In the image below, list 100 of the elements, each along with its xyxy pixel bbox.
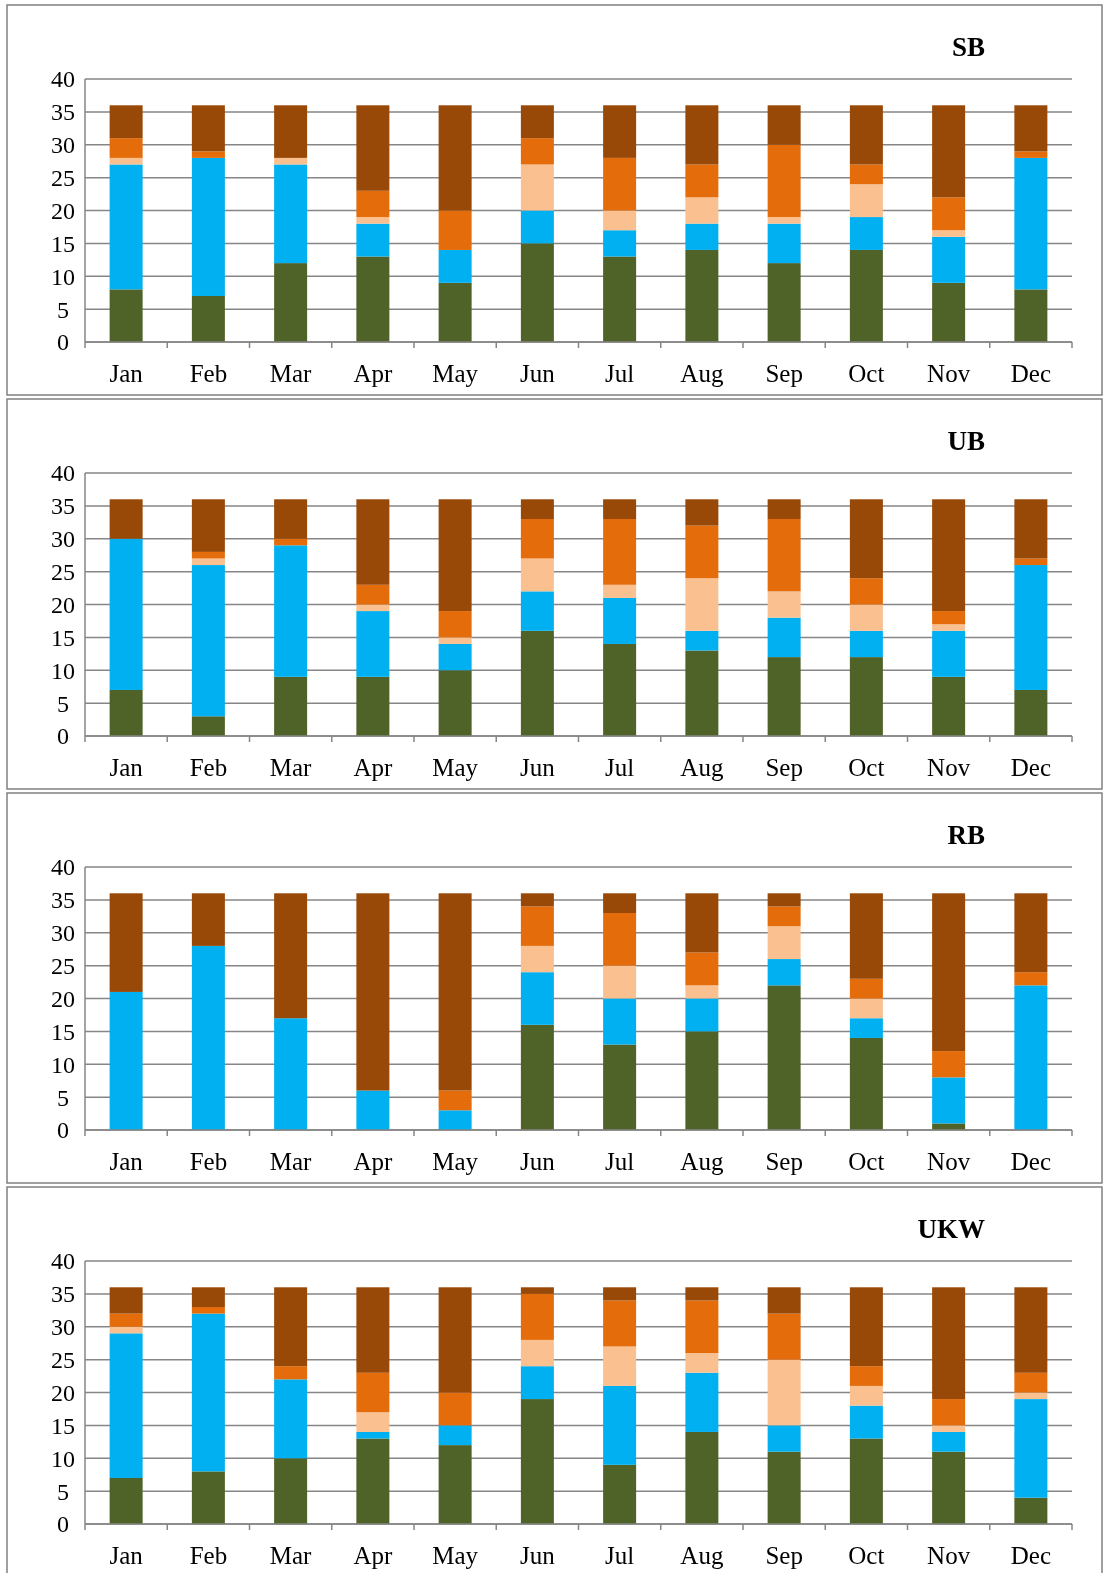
- bar: [520, 893, 554, 907]
- y-tick-label: 20: [51, 591, 75, 618]
- y-tick-label: 15: [51, 624, 75, 651]
- bar: [438, 210, 472, 250]
- y-tick-label: 20: [51, 985, 75, 1012]
- bar: [603, 1287, 637, 1301]
- bar: [849, 1405, 883, 1439]
- bar: [932, 1077, 966, 1124]
- bar: [932, 624, 966, 631]
- bar: [109, 1326, 143, 1334]
- bar: [356, 1372, 390, 1413]
- bar: [438, 1392, 472, 1426]
- bar: [849, 1018, 883, 1038]
- bar: [191, 499, 225, 552]
- x-tick-label: Jun: [520, 1542, 556, 1569]
- bar: [685, 1300, 719, 1354]
- y-tick-label: 35: [51, 1281, 75, 1308]
- bar: [849, 1366, 883, 1386]
- bar: [767, 959, 801, 986]
- bar: [603, 499, 637, 520]
- bar: [356, 105, 390, 191]
- x-tick-label: Aug: [680, 754, 724, 781]
- y-tick-label: 25: [51, 1347, 75, 1374]
- bar: [109, 499, 143, 539]
- bar: [767, 926, 801, 960]
- bar: [274, 545, 308, 677]
- bar: [274, 893, 308, 1019]
- bar: [520, 105, 554, 139]
- bar: [191, 945, 225, 1130]
- y-tick-label: 35: [51, 99, 75, 126]
- x-tick-label: Feb: [189, 360, 228, 387]
- bar: [109, 1287, 143, 1314]
- y-tick-label: 35: [51, 887, 75, 914]
- bar: [356, 190, 390, 218]
- bar: [849, 1037, 883, 1130]
- x-tick-label: Sep: [765, 360, 803, 387]
- bar: [274, 1366, 308, 1380]
- bar: [685, 105, 719, 165]
- bar: [685, 578, 719, 631]
- x-tick-label: Apr: [353, 1148, 393, 1175]
- bar: [603, 210, 637, 231]
- bar: [356, 256, 390, 342]
- x-tick-label: Jan: [109, 754, 144, 781]
- bar: [191, 1313, 225, 1472]
- bar: [685, 1031, 719, 1131]
- bar: [767, 217, 801, 224]
- bar: [438, 249, 472, 283]
- bar: [356, 1412, 390, 1432]
- bar: [767, 617, 801, 658]
- bar: [520, 591, 554, 631]
- y-tick-label: 15: [51, 230, 75, 257]
- bar: [603, 1300, 637, 1347]
- bar: [356, 499, 390, 585]
- chart-title: RB: [947, 820, 985, 850]
- bar: [685, 893, 719, 953]
- bar: [356, 604, 390, 612]
- y-tick-label: 5: [57, 690, 69, 717]
- bar: [932, 197, 966, 231]
- bar: [849, 657, 883, 736]
- bar: [685, 525, 719, 579]
- bar: [767, 985, 801, 1130]
- bar: [520, 1399, 554, 1524]
- x-tick-label: Nov: [927, 754, 971, 781]
- bar: [356, 676, 390, 736]
- bar: [1014, 1497, 1048, 1524]
- bar: [932, 676, 966, 736]
- bar: [932, 1451, 966, 1525]
- bar: [767, 105, 801, 145]
- bar: [109, 1313, 143, 1327]
- bar: [109, 1333, 143, 1478]
- bar: [109, 105, 143, 139]
- bar: [849, 499, 883, 579]
- bar: [274, 157, 308, 165]
- x-tick-label: May: [432, 360, 479, 387]
- x-tick-label: Mar: [269, 360, 313, 387]
- bar: [849, 105, 883, 165]
- bar: [1014, 1399, 1048, 1498]
- y-tick-label: 0: [57, 1511, 69, 1538]
- bar: [603, 965, 637, 999]
- y-tick-label: 15: [51, 1412, 75, 1439]
- bar: [849, 998, 883, 1019]
- x-tick-label: Dec: [1010, 754, 1051, 781]
- bar: [767, 657, 801, 736]
- bar: [767, 1287, 801, 1314]
- y-tick-label: 10: [51, 1051, 75, 1078]
- y-tick-label: 30: [51, 1314, 75, 1341]
- bar: [438, 637, 472, 644]
- x-tick-label: Aug: [680, 1148, 724, 1175]
- bar: [685, 197, 719, 224]
- bar: [520, 972, 554, 1025]
- x-tick-label: Jul: [605, 360, 635, 387]
- bar: [849, 604, 883, 631]
- bar: [849, 249, 883, 342]
- bar: [109, 157, 143, 165]
- x-tick-label: Jan: [109, 1542, 144, 1569]
- bar: [603, 643, 637, 736]
- bar: [109, 538, 143, 690]
- x-tick-label: Dec: [1010, 1542, 1051, 1569]
- bar: [603, 105, 637, 158]
- y-tick-label: 0: [57, 329, 69, 356]
